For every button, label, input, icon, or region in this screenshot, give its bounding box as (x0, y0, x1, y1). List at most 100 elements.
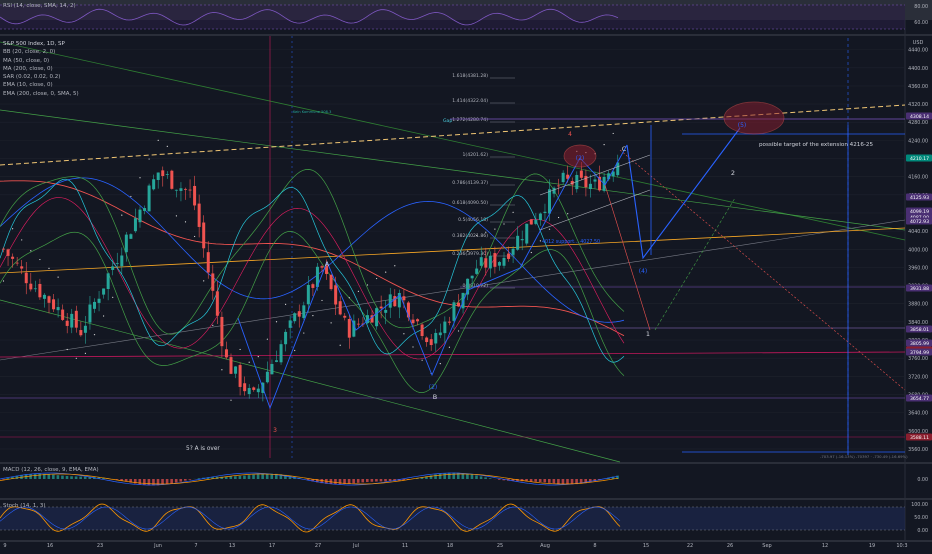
sar-dot (440, 363, 441, 364)
sar-dot (604, 144, 605, 145)
x-axis-label: 25 (497, 543, 503, 549)
x-axis-label: 10:3 (896, 543, 907, 549)
candle-body (270, 364, 273, 374)
macd-tick: 0.00 (917, 477, 928, 483)
wave-label-4-red: 4 (568, 131, 572, 138)
candle-body (166, 174, 169, 175)
macd-histogram-bar (439, 474, 442, 479)
macd-histogram-bar (443, 473, 446, 479)
candle-body (102, 288, 105, 294)
candle-body (434, 333, 437, 344)
price-badge-text: 3931.88 (910, 286, 929, 292)
x-axis-label: 9 (3, 543, 6, 549)
wave-label-A: A (325, 260, 330, 268)
macd-histogram-bar (562, 479, 565, 484)
stoch-legend[interactable]: Stoch (14, 1, 3) (3, 503, 46, 509)
candle-body (484, 258, 487, 267)
sar-dot (558, 217, 559, 218)
macd-legend[interactable]: MACD (12, 26, close, 9, EMA, EMA) (3, 467, 99, 473)
rsi-legend[interactable]: RSI (14, close, SMA, 14, 2) (3, 3, 76, 9)
macd-histogram-bar (448, 473, 451, 479)
candle-body (357, 324, 360, 325)
candle-body (11, 257, 14, 259)
sar-dot (467, 250, 468, 251)
sar-dot (39, 259, 40, 260)
wave-label-B: B (433, 393, 437, 401)
wave-label-1: 1 (646, 330, 650, 338)
macd-histogram-bar (48, 474, 51, 479)
candle-body (466, 279, 469, 295)
candle-body (29, 284, 32, 290)
price-tick: 4400.00 (908, 66, 928, 72)
target-ellipse-large (724, 102, 784, 134)
candle-body (216, 291, 219, 315)
sar-dot (212, 325, 213, 326)
candle-body (239, 365, 242, 387)
tiny-annotation: Kein Kommune 508.3 (293, 110, 331, 114)
candle-body (16, 263, 19, 264)
macd-histogram-bar (539, 479, 542, 482)
sar-dot (139, 177, 140, 178)
candle-body (248, 388, 251, 394)
sar-dot (476, 235, 477, 236)
candle-body (530, 219, 533, 224)
x-axis-label: 13 (229, 543, 235, 549)
candle-body (525, 224, 528, 244)
macd-histogram-bar (157, 479, 160, 485)
macd-histogram-bar (466, 474, 469, 479)
green-projection (655, 198, 735, 330)
price-tick: 4160.00 (908, 175, 928, 181)
candle-body (7, 249, 10, 256)
candle-body (139, 210, 142, 223)
sar-dot (21, 239, 22, 240)
fib-level-label: 0.236(3979.30) (452, 251, 488, 257)
macd-histogram-bar (38, 474, 41, 479)
channel-line (540, 190, 650, 230)
price-badge-text: 4308.14 (910, 114, 929, 120)
x-axis-label: 27 (315, 543, 321, 549)
stoch-tick: 100.00 (911, 502, 928, 508)
legend-ma50[interactable]: MA (50, close, 0) (3, 57, 79, 65)
price-tick: 3640.00 (908, 411, 928, 417)
candle-body (120, 255, 123, 266)
macd-histogram-bar (57, 475, 60, 479)
candle-body (412, 320, 415, 324)
price-tick: 4440.00 (908, 48, 928, 54)
macd-histogram-bar (371, 479, 374, 482)
rsi-band (0, 5, 905, 29)
sar-dot (249, 362, 250, 363)
macd-histogram-bar (189, 479, 192, 480)
sar-dot (258, 356, 259, 357)
price-badge-text: 3858.01 (910, 327, 929, 333)
sar-dot (85, 353, 86, 354)
candle-body (252, 387, 255, 390)
legend-bb[interactable]: BB (20, close, 2, 0) (3, 48, 79, 56)
candle-body (284, 332, 287, 344)
legend-ema10[interactable]: EMA (10, close, 0) (3, 81, 79, 89)
candle-body (489, 256, 492, 269)
candle-body (75, 311, 78, 328)
legend-symbol[interactable]: S&P 500 Index, 1D, SP (3, 40, 79, 48)
candle-body (330, 275, 333, 289)
x-axis-label: 26 (727, 543, 733, 549)
fib-level-label: 1(4201.62) (462, 152, 488, 158)
candle-body (157, 173, 160, 180)
legend-sar[interactable]: SAR (0.02, 0.02, 0.2) (3, 73, 79, 81)
price-badge-text: 4125.93 (910, 195, 929, 201)
candle-body (20, 266, 23, 268)
legend-ema200[interactable]: EMA (200, close, 0, SMA, 5) (3, 90, 79, 98)
macd-histogram-bar (175, 479, 178, 483)
candle-body (448, 322, 451, 323)
macd-histogram-bar (234, 476, 237, 479)
sar-dot (149, 158, 150, 159)
x-axis-label: Jun (153, 543, 162, 549)
x-axis-label: 17 (269, 543, 275, 549)
candle-body (202, 223, 205, 249)
candles-group (2, 155, 619, 402)
fib-level-label: 0.786(4139.37) (452, 180, 488, 186)
price-tick: 3760.00 (908, 356, 928, 362)
macd-histogram-bar (475, 475, 478, 479)
candle-body (580, 171, 583, 178)
legend-ma200[interactable]: MA (200, close, 0) (3, 65, 79, 73)
